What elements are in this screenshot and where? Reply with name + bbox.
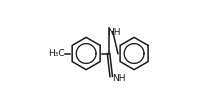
Text: NH: NH — [107, 28, 120, 37]
Text: NH: NH — [112, 74, 126, 83]
Text: H₃C: H₃C — [48, 49, 65, 58]
